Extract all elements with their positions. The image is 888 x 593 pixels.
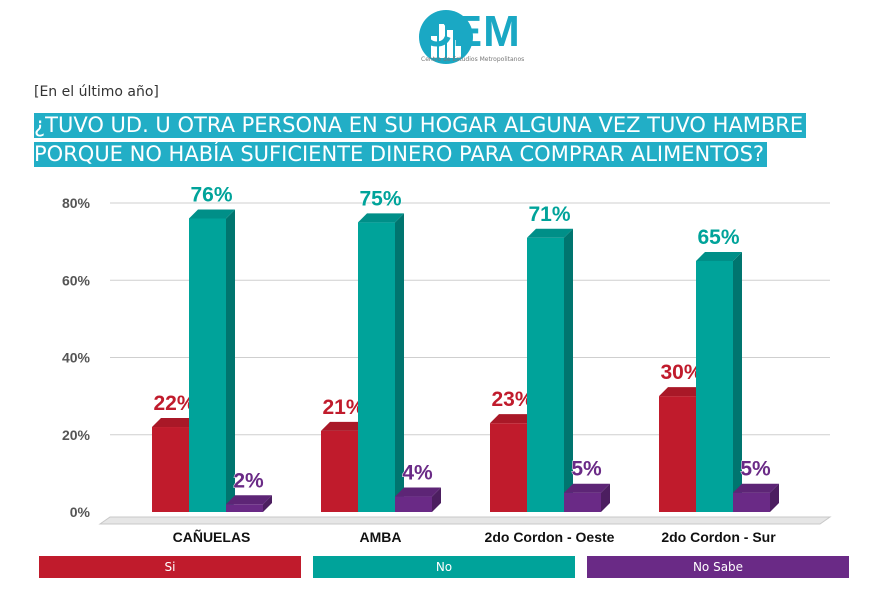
bar-front: [395, 496, 432, 512]
bar-no-sabe: [733, 483, 779, 512]
legend-si: Si: [39, 556, 301, 578]
x-tick-label: CAÑUELAS: [173, 528, 251, 545]
x-tick-label: 2do Cordon - Sur: [661, 529, 776, 545]
bar-side: [770, 483, 779, 512]
data-label: 71%: [528, 203, 570, 226]
chart-floor: [98, 516, 832, 525]
bar-no: [358, 213, 404, 512]
bar-no: [527, 228, 573, 512]
bar-front: [490, 423, 527, 512]
bar-front: [189, 218, 226, 512]
bar-top: [226, 495, 272, 505]
chart-title: ¿TUVO UD. U OTRA PERSONA EN SU HOGAR ALG…: [34, 111, 830, 169]
y-tick-label: 40%: [62, 350, 91, 366]
bar-side: [226, 209, 235, 512]
bar-side: [564, 228, 573, 512]
bar-front: [321, 430, 358, 512]
bar-front: [527, 237, 564, 512]
data-label: 76%: [190, 183, 232, 206]
y-tick-label: 60%: [62, 272, 91, 288]
bar-side: [733, 251, 742, 512]
data-label: 65%: [697, 226, 739, 249]
bar-top: [659, 387, 705, 397]
legend-no: No: [313, 556, 575, 578]
bar-side: [432, 487, 441, 512]
bar-no-sabe: [395, 487, 441, 512]
y-tick-label: 80%: [62, 195, 91, 211]
logo-text: CEM: [420, 7, 521, 56]
data-label: 75%: [359, 187, 401, 210]
bar-front: [696, 260, 733, 512]
bar-top: [527, 228, 573, 238]
y-tick-label: 0%: [70, 504, 91, 520]
bar-no: [189, 209, 235, 512]
bar-no: [696, 251, 742, 512]
bar-no-sabe: [564, 483, 610, 512]
bar-front: [358, 222, 395, 512]
data-label: 2%: [233, 469, 264, 492]
bar-top: [189, 209, 235, 219]
bar-side: [395, 213, 404, 512]
bar-top: [490, 414, 536, 424]
bar-front: [152, 427, 189, 512]
logo-subtext: Centro de Estudios Metropolitanos: [421, 56, 525, 63]
legend-no-sabe: No Sabe: [587, 556, 849, 578]
bar-side: [263, 495, 272, 512]
bar-side: [601, 483, 610, 512]
bar-top: [152, 418, 198, 428]
bar-top: [395, 487, 441, 497]
bar-front: [659, 396, 696, 512]
bar-front: [733, 492, 770, 512]
bar-top: [321, 421, 367, 431]
data-label: 5%: [571, 458, 602, 481]
x-tick-label: 2do Cordon - Oeste: [485, 529, 615, 545]
bar-top: [733, 483, 779, 493]
bar-top: [358, 213, 404, 223]
data-label: 5%: [740, 458, 771, 481]
bar-front: [564, 492, 601, 512]
bar-top: [564, 483, 610, 493]
data-label: 4%: [402, 462, 433, 485]
x-tick-label: AMBA: [360, 529, 402, 545]
bar-top: [696, 251, 742, 261]
y-tick-label: 20%: [62, 427, 91, 443]
cem-logo-icon: [419, 10, 473, 64]
bar-front: [226, 504, 263, 512]
chart-subtitle: [En el último año]: [34, 84, 159, 100]
bar-no-sabe: [226, 495, 272, 512]
